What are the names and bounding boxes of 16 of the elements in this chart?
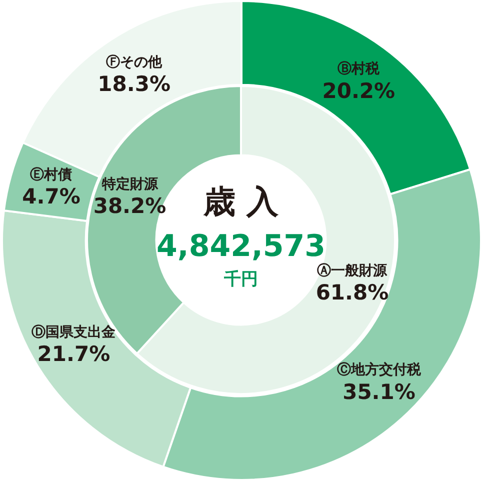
slice-label: 特定財源 [100,175,159,192]
slice-label: Ⓕその他 [106,54,164,70]
data-label: 18.3% [98,72,170,96]
slice-label: Ⓓ国県支出金 [32,324,117,340]
data-label: 4.7% [22,184,80,209]
data-label: 35.1% [342,380,416,404]
data-label: 61.8% [316,280,389,305]
text: 4,842,573 [156,228,326,264]
data-label: 20.2% [322,78,396,103]
text: 歳 入 [202,182,280,220]
text: 千円 [223,269,258,290]
slice-label: Ⓔ村債 [30,166,72,183]
slice-label: Ⓐ一般財源 [317,262,388,279]
data-label: 21.7% [37,342,110,366]
slice-label: Ⓒ地方交付税 [337,361,422,378]
slice-label: Ⓑ村税 [338,60,381,78]
